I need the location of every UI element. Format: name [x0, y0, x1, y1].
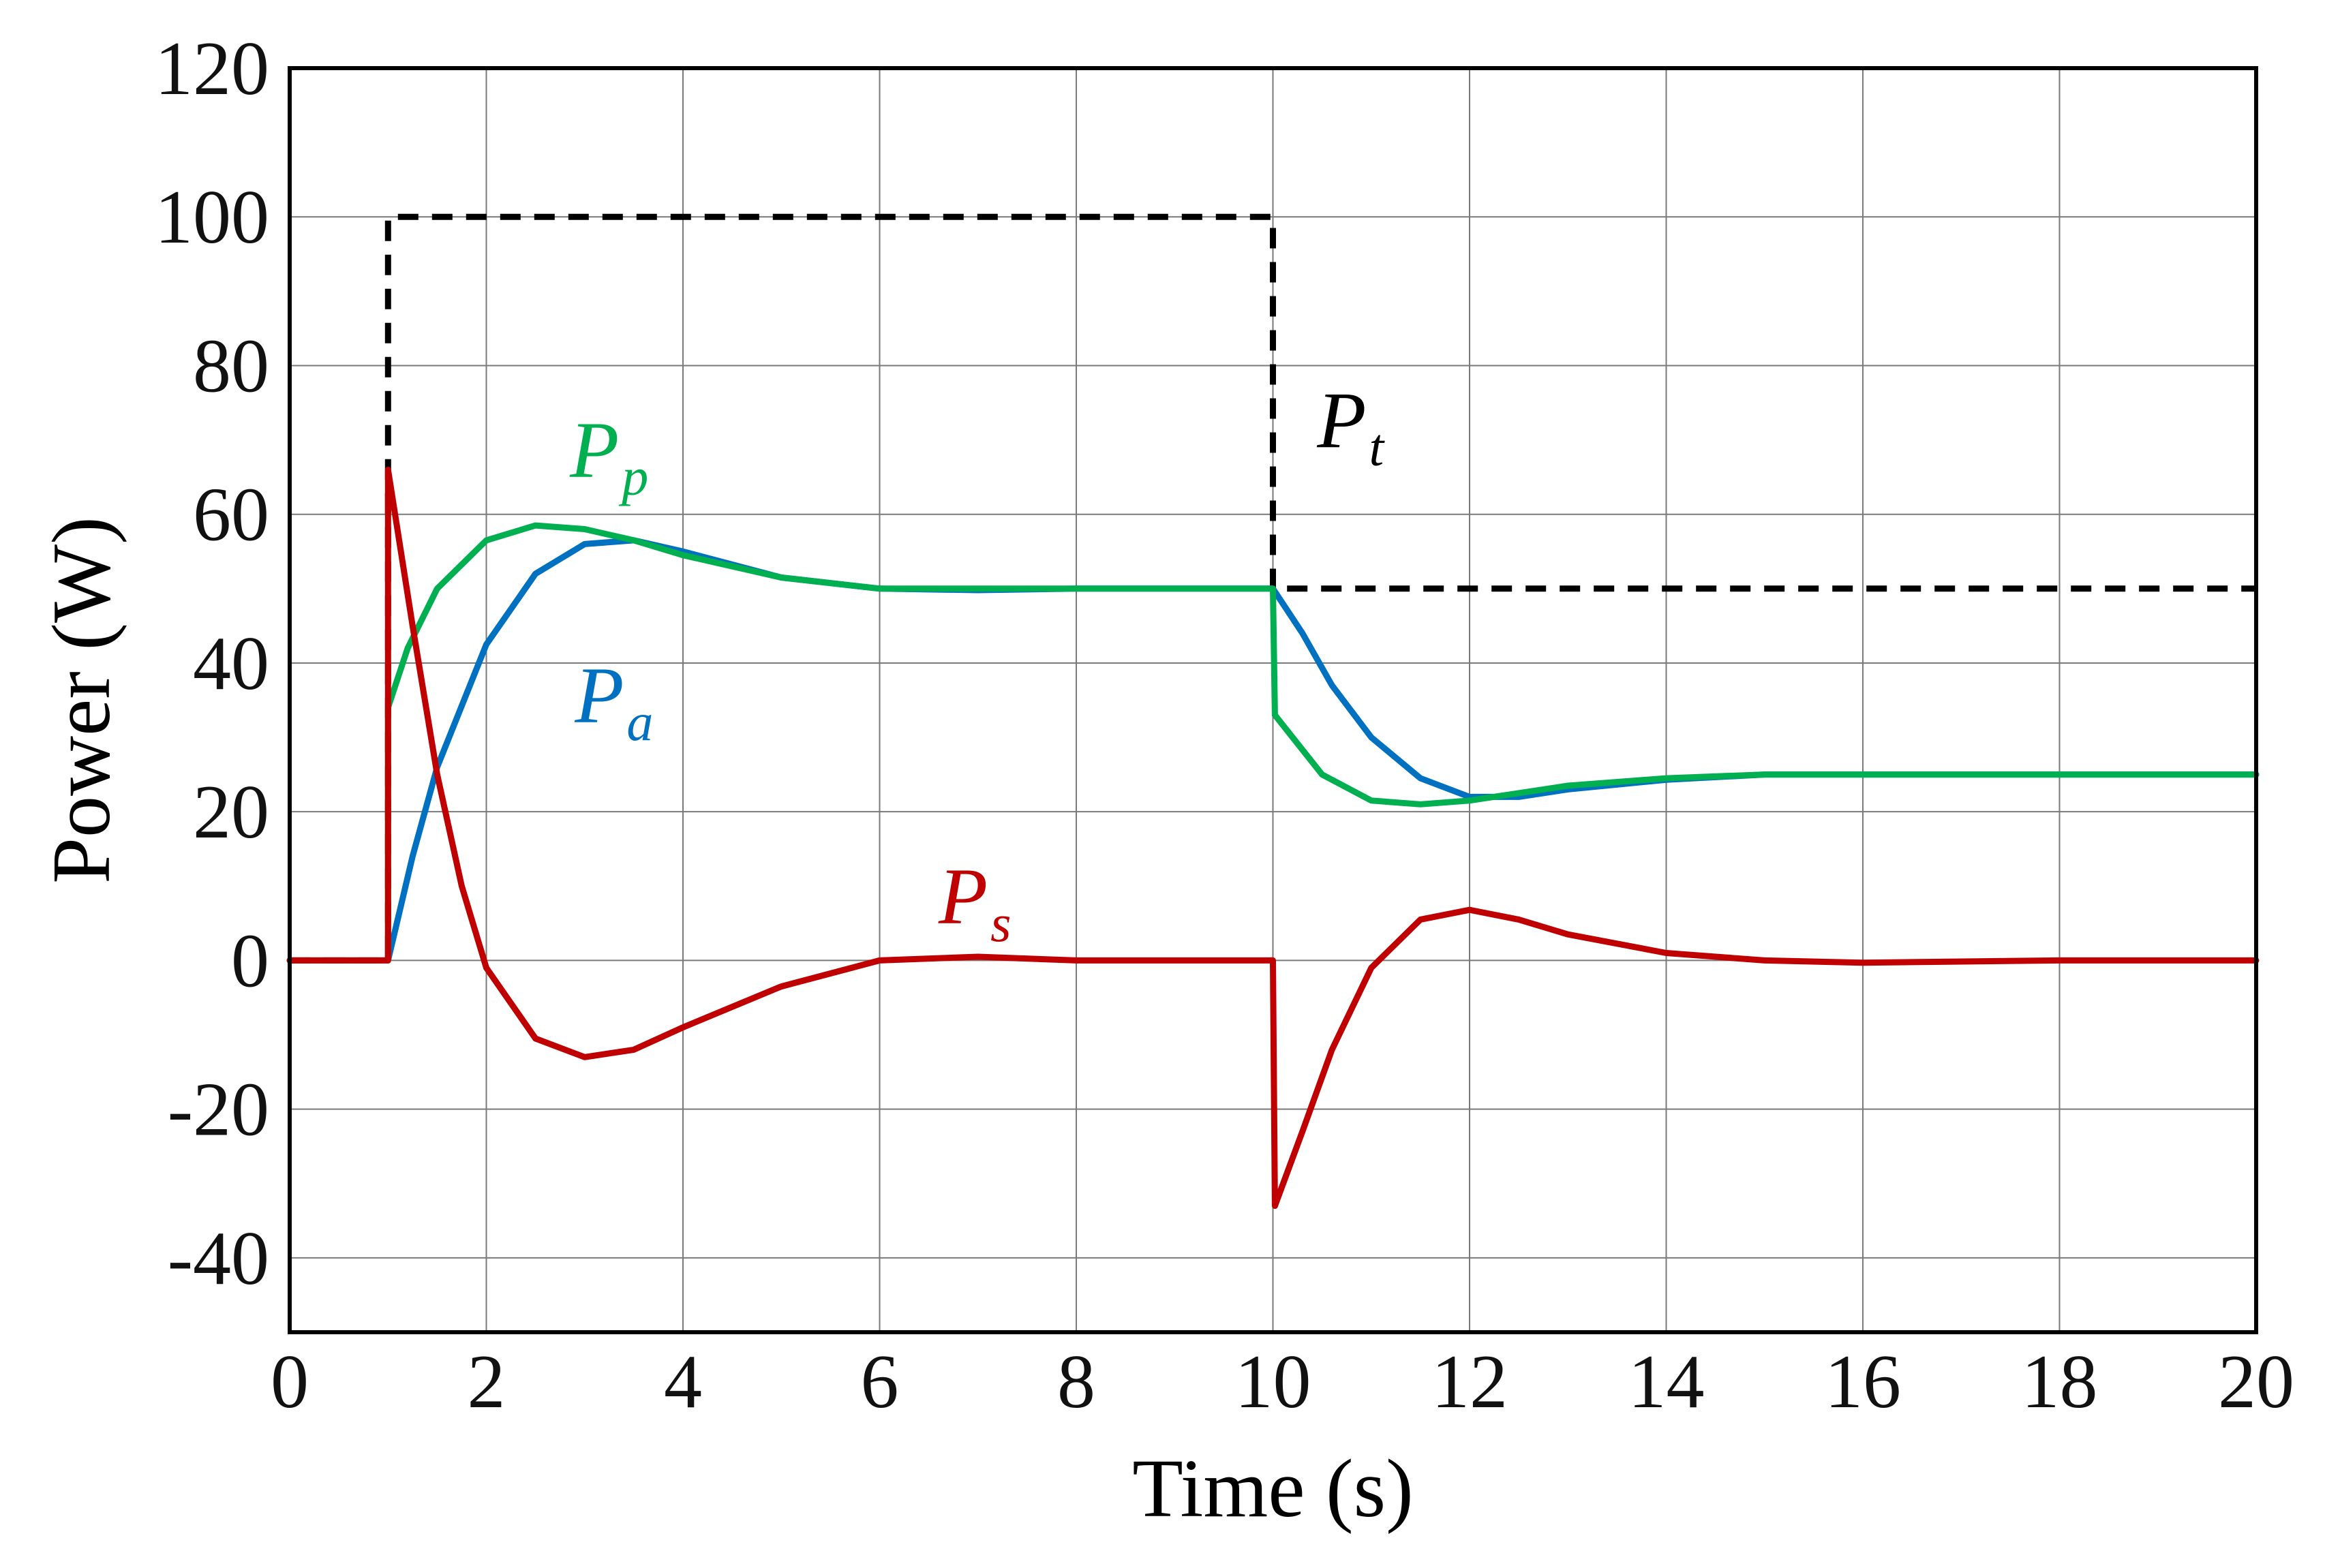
series-label-main: P: [938, 852, 988, 941]
x-tick-label: 0: [271, 1340, 309, 1424]
series-label-subscript: t: [1369, 418, 1386, 477]
y-axis-tick-labels: -40 -20 0 20 40 60 80 100 120: [155, 27, 269, 1301]
series-line-pp: [286, 522, 2260, 964]
series-label-subscript: s: [990, 893, 1011, 953]
y-tick-label: 100: [155, 175, 269, 260]
series-layer: [286, 213, 2260, 1209]
x-tick-label: 8: [1057, 1340, 1095, 1424]
x-tick-label: 4: [664, 1340, 702, 1424]
y-tick-label: 120: [155, 27, 269, 111]
plot-frame: [288, 66, 2258, 1334]
x-tick-label: 14: [1628, 1340, 1705, 1424]
series-label-main: P: [1316, 376, 1366, 465]
y-tick-label: 0: [231, 919, 269, 1003]
series-label-main: P: [569, 405, 619, 495]
y-tick-label: -40: [168, 1216, 269, 1301]
series-label-main: P: [574, 651, 624, 740]
series-label-subscript: a: [626, 692, 653, 752]
series-label-pp: Pp: [569, 405, 648, 506]
x-axis-title: Time (s): [1132, 1443, 1413, 1535]
x-tick-label: 12: [1431, 1340, 1508, 1424]
series-label-subscript: p: [618, 447, 648, 506]
series-line-ps: [286, 466, 2260, 1209]
y-axis-title: Power (W): [35, 517, 127, 884]
y-tick-label: 80: [193, 324, 269, 408]
x-tick-label: 20: [2218, 1340, 2294, 1424]
series-label-ps: Ps: [938, 852, 1011, 953]
series-label-pa: Pa: [574, 651, 653, 752]
x-tick-label: 6: [861, 1340, 899, 1424]
x-tick-label: 16: [1825, 1340, 1901, 1424]
x-tick-label: 18: [2022, 1340, 2098, 1424]
x-tick-label: 2: [468, 1340, 506, 1424]
series-label-pt: Pt: [1316, 376, 1385, 477]
y-tick-label: -20: [168, 1068, 269, 1152]
y-tick-label: 40: [193, 621, 269, 706]
x-tick-label: 10: [1235, 1340, 1311, 1424]
y-tick-label: 20: [193, 770, 269, 855]
y-tick-label: 60: [193, 473, 269, 557]
x-axis-tick-labels: 0 2 4 6 8 10 12 14 16 18 20: [271, 1340, 2294, 1424]
